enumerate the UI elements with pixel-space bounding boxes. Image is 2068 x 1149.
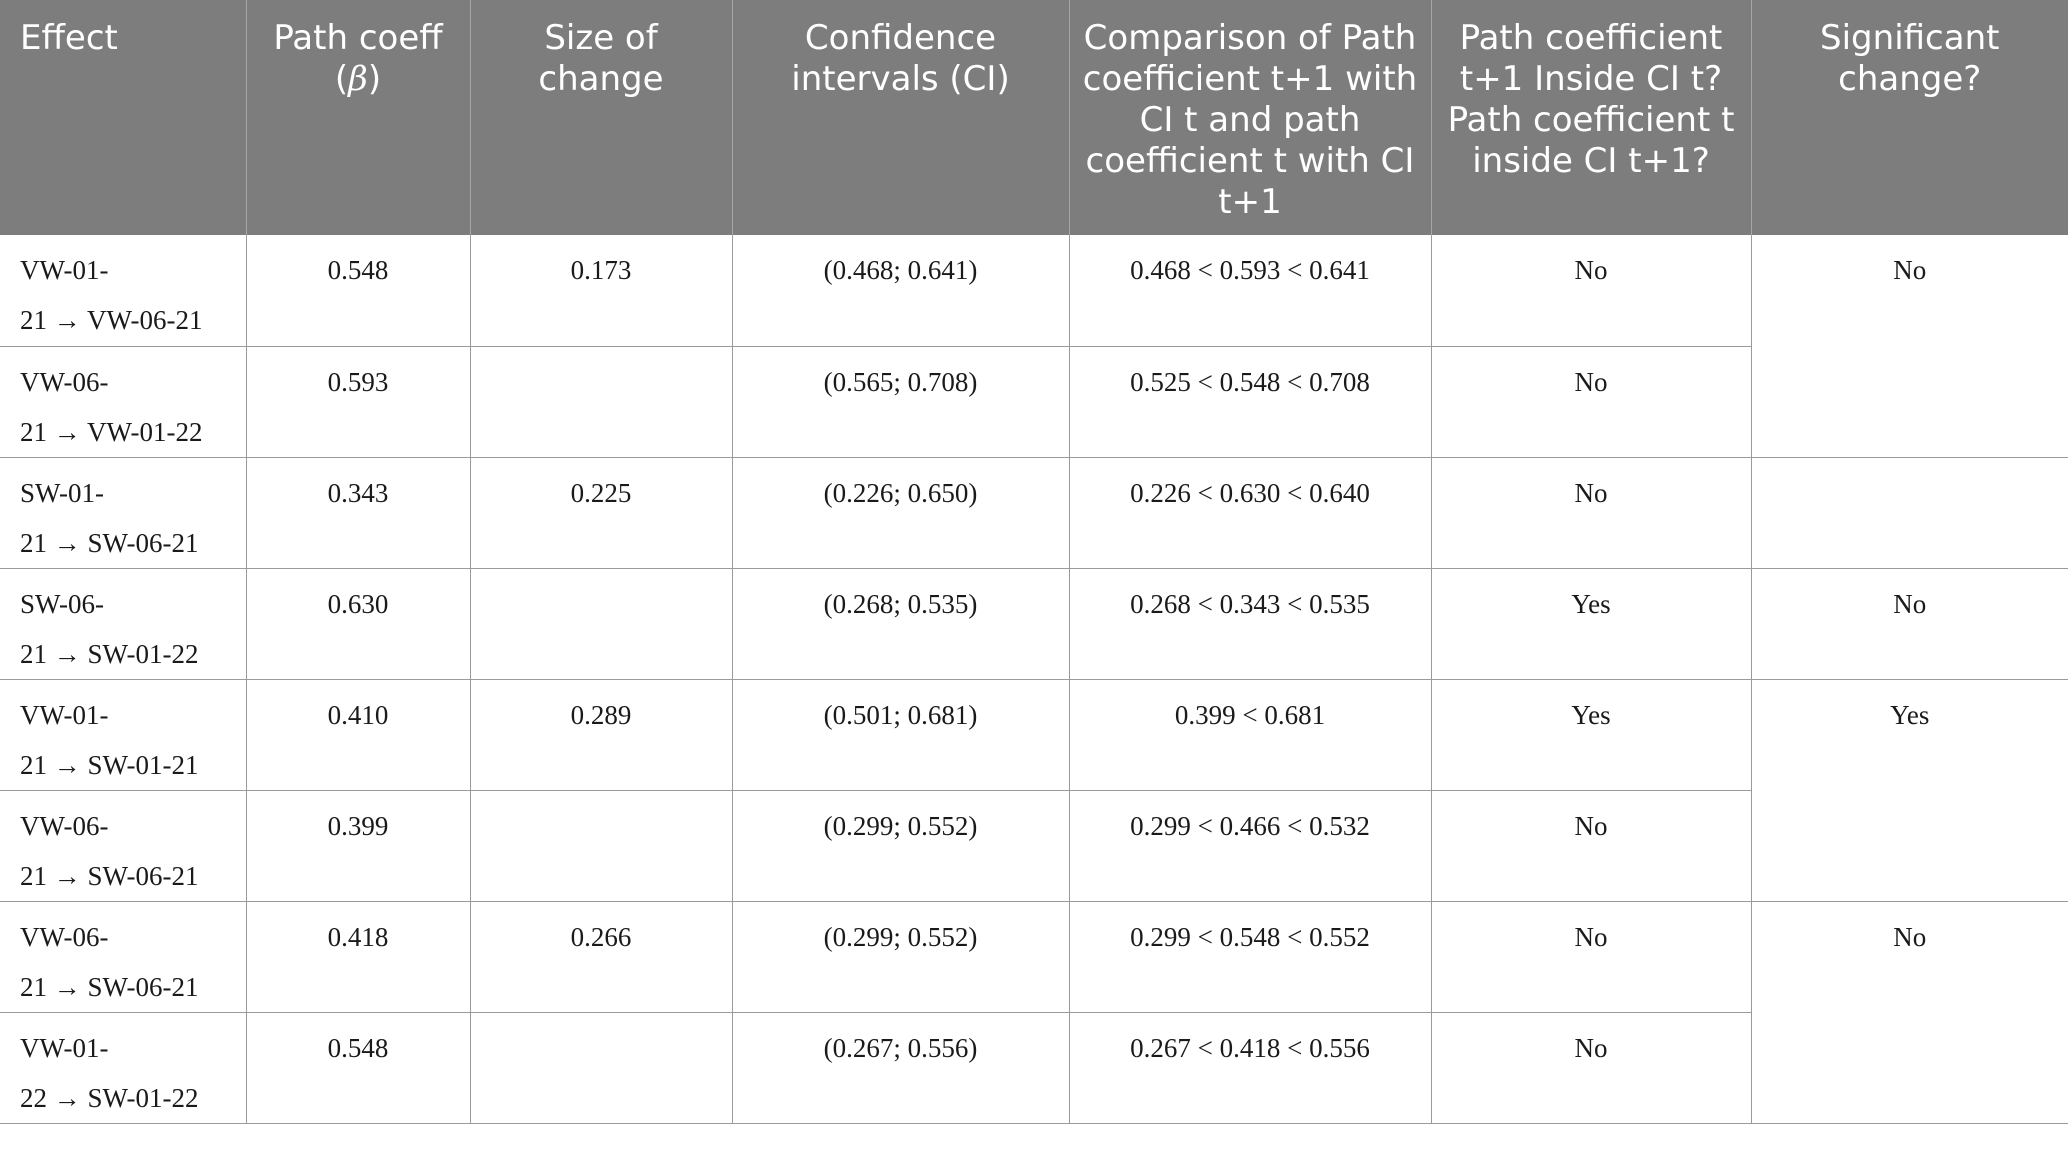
- cell-beta: 0.630: [245, 568, 470, 680]
- cell-significant-change: [1750, 457, 2068, 569]
- cell-size-of-change: 0.289: [469, 679, 732, 791]
- cell-size-of-change: 0.173: [469, 235, 732, 347]
- effect-line-2: 21 → SW-06-21: [20, 860, 199, 891]
- cell-size-of-change: [469, 346, 732, 458]
- effect-line-2: 21 → SW-01-21: [20, 749, 199, 780]
- table-row: SW-01- 21 → SW-06-21 0.343 0.225 (0.226; …: [0, 457, 2068, 569]
- path-coefficient-table: Effect Path coeff (β) Size of change Con…: [0, 0, 2068, 1124]
- cell-effect: SW-06- 21 → SW-01-22: [0, 568, 246, 680]
- cell-size-of-change: 0.266: [469, 901, 732, 1013]
- header-significant-change: Significant change?: [1750, 0, 2068, 235]
- effect-line-1: VW-06-: [20, 921, 109, 952]
- header-beta-open: (: [334, 59, 349, 99]
- effect-line-2: 22 → SW-01-22: [20, 1082, 199, 1113]
- cell-effect: VW-06- 21 → SW-06-21: [0, 901, 246, 1013]
- cell-comparison: 0.399 < 0.681: [1068, 679, 1431, 791]
- cell-inside-ci: No: [1430, 235, 1751, 347]
- cell-effect: VW-06- 21 → VW-01-22: [0, 346, 246, 458]
- cell-comparison: 0.525 < 0.548 < 0.708: [1068, 346, 1431, 458]
- cell-inside-ci: Yes: [1430, 568, 1751, 680]
- cell-size-of-change: [469, 1012, 732, 1124]
- effect-line-1: VW-01-: [20, 255, 109, 285]
- cell-significant-change: No: [1750, 235, 2068, 346]
- cell-inside-ci: No: [1430, 790, 1751, 902]
- header-size-of-change: Size of change: [469, 0, 732, 235]
- cell-effect: VW-01- 21 → VW-06-21: [0, 235, 246, 347]
- cell-inside-ci: No: [1430, 1012, 1751, 1124]
- cell-effect: SW-01- 21 → SW-06-21: [0, 457, 246, 569]
- cell-ci: (0.268; 0.535): [731, 568, 1069, 680]
- cell-beta: 0.548: [245, 235, 470, 347]
- header-inside-ci: Path coefficient t+1 Inside CI t? Path c…: [1430, 0, 1751, 235]
- cell-size-of-change: 0.225: [469, 457, 732, 569]
- cell-beta: 0.343: [245, 457, 470, 569]
- cell-significant-change: No: [1750, 568, 2068, 680]
- table-row: VW-06- 21 → SW-06-21 0.399 (0.299; 0.552)…: [0, 790, 2068, 902]
- header-path-coeff-label: Path coeff: [273, 18, 443, 58]
- table-row: VW-01- 22 → SW-01-22 0.548 (0.267; 0.556)…: [0, 1012, 2068, 1124]
- cell-significant-change: No: [1750, 901, 2068, 1012]
- header-row: Effect Path coeff (β) Size of change Con…: [0, 0, 2068, 235]
- header-effect: Effect: [0, 0, 246, 235]
- cell-inside-ci: Yes: [1430, 679, 1751, 791]
- cell-beta: 0.593: [245, 346, 470, 458]
- header-beta-close: ): [367, 59, 382, 99]
- cell-ci: (0.226; 0.650): [731, 457, 1069, 569]
- effect-line-1: SW-06-: [20, 588, 104, 619]
- header-comparison: Comparison of Path coefficient t+1 with …: [1068, 0, 1431, 235]
- cell-significant-change: [1750, 790, 2068, 902]
- cell-beta: 0.418: [245, 901, 470, 1013]
- cell-comparison: 0.468 < 0.593 < 0.641: [1068, 235, 1431, 347]
- cell-effect: VW-06- 21 → SW-06-21: [0, 790, 246, 902]
- cell-comparison: 0.268 < 0.343 < 0.535: [1068, 568, 1431, 680]
- cell-significant-change: [1750, 1012, 2068, 1124]
- cell-beta: 0.399: [245, 790, 470, 902]
- cell-beta: 0.410: [245, 679, 470, 791]
- table-row: VW-06- 21 → SW-06-21 0.418 0.266 (0.299; …: [0, 901, 2068, 1013]
- header-beta-symbol: β: [348, 59, 368, 99]
- header-path-coeff: Path coeff (β): [245, 0, 470, 235]
- cell-ci: (0.501; 0.681): [731, 679, 1069, 791]
- effect-line-2: 21 → SW-06-21: [20, 527, 199, 558]
- cell-inside-ci: No: [1430, 457, 1751, 569]
- effect-line-2: 21 → VW-01-22: [20, 416, 203, 447]
- table-row: SW-06- 21 → SW-01-22 0.630 (0.268; 0.535)…: [0, 568, 2068, 680]
- effect-line-1: VW-06-: [20, 810, 109, 841]
- effect-line-1: VW-01-: [20, 1032, 109, 1063]
- cell-significant-change: Yes: [1750, 679, 2068, 790]
- effect-line-1: VW-06-: [20, 366, 109, 397]
- cell-inside-ci: No: [1430, 346, 1751, 458]
- cell-comparison: 0.226 < 0.630 < 0.640: [1068, 457, 1431, 569]
- cell-ci: (0.267; 0.556): [731, 1012, 1069, 1124]
- cell-comparison: 0.267 < 0.418 < 0.556: [1068, 1012, 1431, 1124]
- cell-ci: (0.468; 0.641): [731, 235, 1069, 347]
- table-row: VW-06- 21 → VW-01-22 0.593 (0.565; 0.708)…: [0, 346, 2068, 458]
- cell-effect: VW-01- 21 → SW-01-21: [0, 679, 246, 791]
- effect-line-2: 21 → SW-06-21: [20, 971, 199, 1002]
- effect-line-2: 21 → SW-01-22: [20, 638, 199, 669]
- table-row: VW-01- 21 → SW-01-21 0.410 0.289 (0.501; …: [0, 679, 2068, 791]
- effect-line-1: VW-01-: [20, 699, 109, 730]
- effect-line-1: SW-01-: [20, 477, 104, 508]
- cell-beta: 0.548: [245, 1012, 470, 1124]
- cell-effect: VW-01- 22 → SW-01-22: [0, 1012, 246, 1124]
- cell-significant-change: [1750, 346, 2068, 458]
- cell-size-of-change: [469, 790, 732, 902]
- effect-line-2: 21 → VW-06-21: [20, 305, 203, 335]
- cell-inside-ci: No: [1430, 901, 1751, 1013]
- table-row: VW-01- 21 → VW-06-21 0.548 0.173 (0.468; …: [0, 235, 2068, 347]
- cell-comparison: 0.299 < 0.466 < 0.532: [1068, 790, 1431, 902]
- cell-size-of-change: [469, 568, 732, 680]
- cell-ci: (0.565; 0.708): [731, 346, 1069, 458]
- cell-ci: (0.299; 0.552): [731, 790, 1069, 902]
- header-confidence-intervals: Confidence intervals (CI): [731, 0, 1069, 235]
- cell-ci: (0.299; 0.552): [731, 901, 1069, 1013]
- cell-comparison: 0.299 < 0.548 < 0.552: [1068, 901, 1431, 1013]
